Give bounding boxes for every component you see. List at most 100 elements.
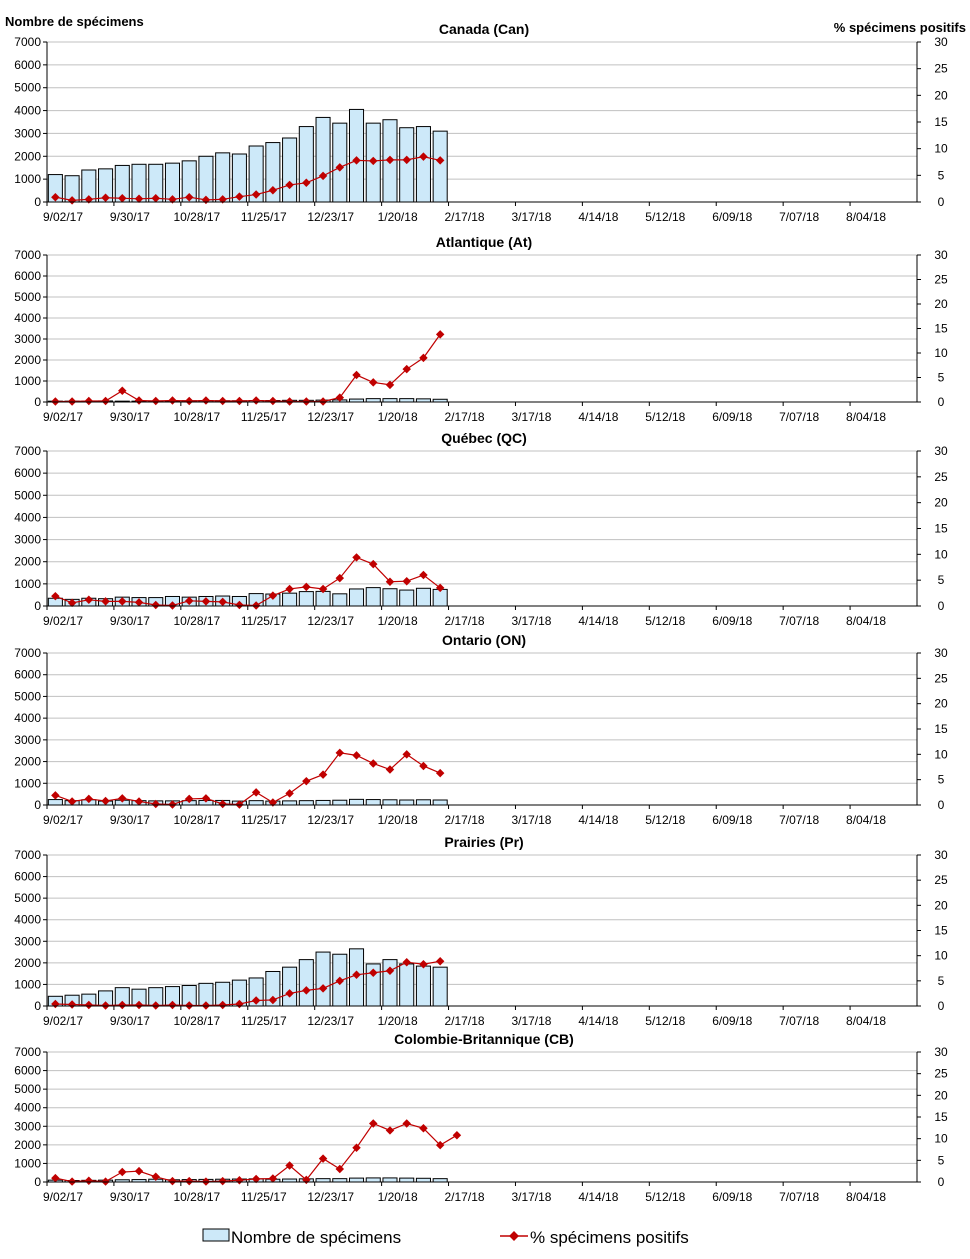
x-tick-label: 11/25/17 [241, 813, 287, 827]
point [268, 186, 278, 195]
point [151, 194, 160, 203]
point [302, 986, 311, 995]
y-left-tick-label: 4000 [14, 510, 41, 524]
point [67, 196, 77, 205]
x-tick-label: 3/17/18 [511, 1190, 551, 1204]
bar [315, 799, 331, 806]
point [352, 370, 361, 380]
point [268, 1174, 278, 1183]
x-tick-label: 8/04/18 [846, 813, 886, 827]
point [419, 761, 428, 771]
bar [282, 966, 298, 1007]
point [84, 195, 94, 204]
point [335, 1164, 345, 1174]
x-tick-label: 11/25/17 [241, 410, 287, 424]
x-tick-label: 4/14/18 [578, 614, 618, 628]
bar [298, 591, 314, 607]
point [419, 570, 428, 580]
y-left-tick-label: 2000 [14, 149, 41, 163]
y-right-tick-label: 15 [934, 722, 948, 736]
point [168, 396, 177, 405]
point [352, 553, 361, 562]
x-tick-label: 10/28/17 [173, 210, 220, 224]
point [251, 788, 261, 797]
x-tick-label: 9/30/17 [110, 813, 150, 827]
x-tick-label: 11/25/17 [241, 614, 287, 628]
x-tick-label: 12/23/17 [307, 614, 354, 628]
bar [382, 588, 398, 607]
y-left-tick-label: 1000 [14, 776, 41, 790]
y-right-tick-label: 30 [934, 848, 948, 862]
point [184, 396, 194, 406]
y-right-tick-label: 30 [934, 35, 948, 49]
point [302, 582, 311, 592]
y-left-tick-label: 6000 [14, 870, 41, 884]
point [235, 192, 244, 201]
y-right-tick-label: 20 [934, 496, 948, 510]
point [352, 751, 361, 760]
chart-title: Atlantique (At) [436, 234, 532, 250]
point [402, 364, 411, 374]
point [435, 156, 445, 165]
x-tick-label: 10/28/17 [173, 1014, 220, 1028]
y-left-tick-label: 0 [34, 395, 41, 409]
bar [298, 800, 314, 806]
x-tick-label: 5/12/18 [645, 210, 685, 224]
point [51, 192, 60, 202]
y-left-tick-label: 3000 [14, 1119, 41, 1133]
point [184, 1176, 194, 1186]
bar [399, 589, 415, 607]
bar [298, 126, 314, 203]
point [318, 770, 328, 779]
bar [365, 587, 381, 607]
y-left-tick-label: 3000 [14, 332, 41, 346]
point [318, 1154, 328, 1163]
x-tick-label: 12/23/17 [307, 813, 354, 827]
y-right-tick-label: 30 [934, 646, 948, 660]
y-right-tick-label: 5 [938, 773, 945, 787]
series-line [55, 960, 441, 1007]
point [251, 396, 261, 405]
point [84, 1176, 94, 1185]
point [335, 573, 345, 583]
y-left-tick-label: 0 [34, 195, 41, 209]
point [419, 152, 428, 161]
point [369, 156, 378, 166]
series-line [55, 556, 441, 607]
point [318, 984, 328, 993]
bar [432, 130, 448, 203]
y-left-tick-label: 7000 [14, 646, 41, 660]
y-right-tick-label: 10 [934, 547, 948, 561]
point [268, 591, 278, 600]
x-tick-label: 5/12/18 [645, 410, 685, 424]
chart-title: Canada (Can) [439, 21, 529, 37]
bar [432, 1178, 448, 1183]
point [352, 156, 361, 165]
y-right-tick-label: 10 [934, 747, 948, 761]
point [318, 584, 328, 594]
x-tick-label: 12/23/17 [307, 410, 354, 424]
chart-title: Prairies (Pr) [444, 834, 523, 850]
y-left-tick-label: 0 [34, 798, 41, 812]
bar [365, 1177, 381, 1183]
y-right-tick-label: 10 [934, 949, 948, 963]
y-left-tick-label: 7000 [14, 1045, 41, 1059]
x-tick-label: 1/20/18 [378, 410, 418, 424]
point [235, 396, 244, 406]
x-tick-label: 10/28/17 [173, 410, 220, 424]
point [369, 759, 378, 768]
y-left-tick-label: 5000 [14, 290, 41, 304]
legend-line-label: % spécimens positifs [530, 1228, 689, 1247]
y-left-tick-label: 6000 [14, 58, 41, 72]
y-right-tick-label: 5 [938, 1153, 945, 1167]
x-tick-label: 9/30/17 [110, 410, 150, 424]
x-tick-label: 12/23/17 [307, 210, 354, 224]
bar [382, 398, 398, 403]
bar [415, 587, 431, 607]
y-right-tick-label: 25 [934, 873, 948, 887]
left-axis-title: Nombre de spécimens [5, 14, 144, 29]
point [385, 155, 395, 165]
point [118, 1167, 127, 1177]
point [435, 768, 445, 778]
